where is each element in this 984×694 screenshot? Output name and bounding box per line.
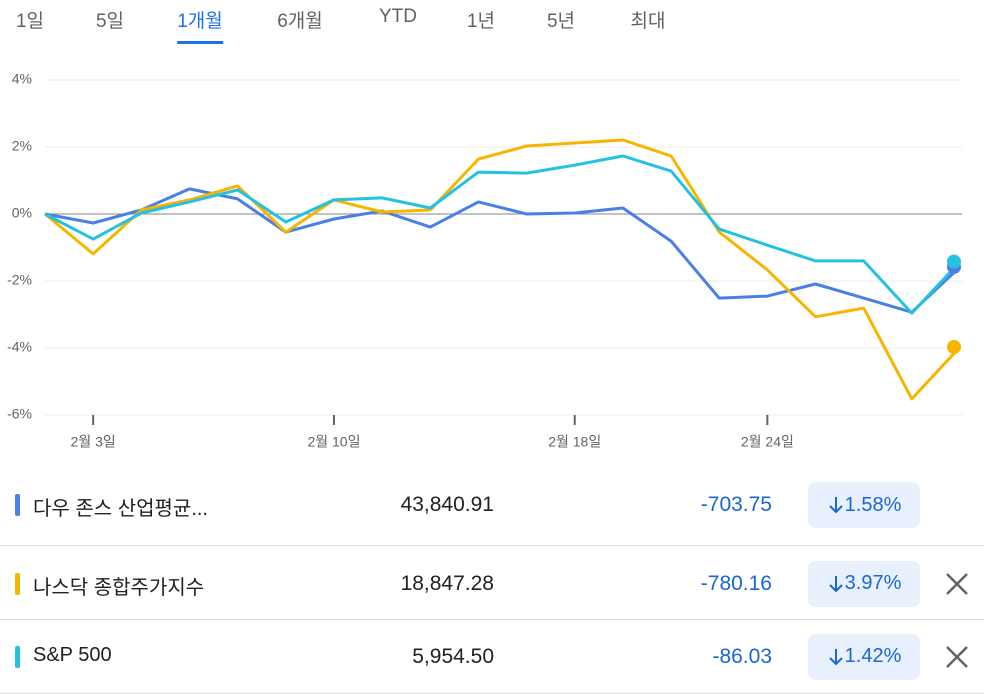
quote-name: 나스닥 종합주가지수 [33,576,205,599]
y-tick-label: 2% [12,138,32,154]
change-badge: 3.97% [808,560,920,607]
change-percent: 1.58% [844,493,902,516]
quote-change: -703.75 [700,493,772,516]
remove-button[interactable] [942,569,972,599]
x-tick-label: 2월 3일 [71,434,116,450]
end-dot [947,254,961,269]
quote-name: S&P 500 [33,643,112,666]
quote-change: -86.03 [712,644,772,668]
quote-row[interactable]: 나스닥 종합주가지수 18,847.28 -780.16 3.97% [0,548,984,620]
y-tick-label: -4% [7,339,32,355]
x-tick-label: 2월 10일 [307,434,360,450]
series-line [44,154,962,315]
change-percent: 3.97% [844,572,902,594]
series-color [15,645,20,668]
range-tab[interactable]: 1개월 [177,6,223,44]
series-color [15,494,20,516]
remove-button[interactable] [942,642,972,672]
y-tick-label: 0% [12,205,32,221]
end-dot [947,339,961,354]
quote-price: 5,954.50 [412,644,494,668]
quote-row[interactable]: 다우 존스 산업평균... 43,840.91 -703.75 1.58% [0,465,984,546]
change-badge: 1.58% [808,482,920,528]
quote-price: 18,847.28 [400,571,494,595]
quote-name: 다우 존스 산업평균... [33,498,208,520]
down-arrow [828,575,843,592]
quote-row[interactable]: S&P 500 5,954.50 -86.03 1.42% [0,620,984,694]
y-tick-label: -2% [7,272,32,288]
range-tab[interactable]: 5년 [546,11,576,32]
y-tick-label: 4% [12,71,32,87]
range-tab[interactable]: 5일 [95,11,125,32]
range-tab[interactable]: 1일 [15,11,45,32]
y-tick-label: -6% [7,406,32,422]
change-percent: 1.42% [844,645,902,667]
down-arrow [828,497,843,514]
range-tab[interactable]: YTD [379,6,417,27]
quote-change: -780.16 [700,571,772,595]
range-tab[interactable]: 최대 [630,11,666,32]
range-tab[interactable]: 1년 [466,11,496,32]
x-tick-label: 2월 18일 [548,434,601,450]
x-tick-label: 2월 24일 [741,434,794,450]
change-badge: 1.42% [808,633,920,680]
series-line [44,187,962,314]
down-arrow [828,648,843,665]
range-tab[interactable]: 6개월 [277,11,323,32]
series-color [15,572,20,595]
quote-price: 43,840.91 [400,493,494,516]
chart: -6% -4% -2% 0% 2% 4% 2월 3일 2월 10일 2월 18일 2월 24일 [7,71,962,450]
range-tabs: 1일 5일 1개월 6개월 YTD 1년 5년 최대 [0,0,984,44]
series-line [44,138,962,401]
